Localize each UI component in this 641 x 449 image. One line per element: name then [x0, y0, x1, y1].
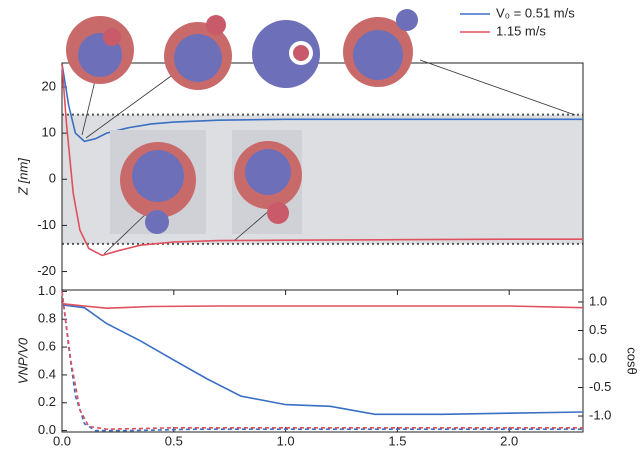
y-tick-label: -10 [37, 217, 56, 232]
connector [420, 60, 575, 115]
plot-frame [62, 290, 583, 432]
y2-tick-label: 0.5 [589, 322, 607, 337]
vesicle [343, 9, 418, 87]
y-tick-label: 0.8 [38, 311, 56, 326]
y2-tick-label: -0.5 [589, 379, 611, 394]
y2-tick-label: -1.0 [589, 407, 611, 422]
x-tick-label: 2.0 [500, 433, 518, 448]
y-tick-label: 0.4 [38, 366, 56, 381]
y2-tick-label: 0.0 [589, 350, 607, 365]
y-tick-label: 0.6 [38, 339, 56, 354]
y-tick-label: 0 [49, 171, 56, 186]
x-tick-label: 1.5 [388, 433, 406, 448]
y-tick-label: -20 [37, 263, 56, 278]
y2-tick-label: 1.0 [589, 293, 607, 308]
vesicle [252, 20, 320, 88]
x-tick-label: 0.0 [53, 433, 71, 448]
data-line [62, 291, 583, 430]
y-axis-label: VNP/V0 [15, 337, 30, 384]
y2-axis-label: cosθ [625, 347, 640, 374]
y-tick-label: 10 [42, 125, 56, 140]
y-tick-label: 0.2 [38, 394, 56, 409]
vesicle [66, 16, 134, 84]
data-line [62, 304, 583, 309]
figure: 20 10 0 -10 -20 Z [nm] V₀ = 0.51 m/s 1.15 m/s 1.… [0, 0, 641, 449]
vesicle [164, 15, 232, 90]
x-tick-label: 0.5 [165, 433, 183, 448]
legend-label: V₀ = 0.51 m/s [496, 5, 575, 20]
y-tick-label: 1.0 [38, 283, 56, 298]
legend-label: 1.15 m/s [496, 23, 546, 38]
data-line [62, 305, 583, 415]
x-tick-label: 1.0 [277, 433, 295, 448]
y-axis-label: Z [nm] [15, 158, 30, 196]
data-line [62, 291, 583, 429]
y-tick-label: 20 [42, 78, 56, 93]
